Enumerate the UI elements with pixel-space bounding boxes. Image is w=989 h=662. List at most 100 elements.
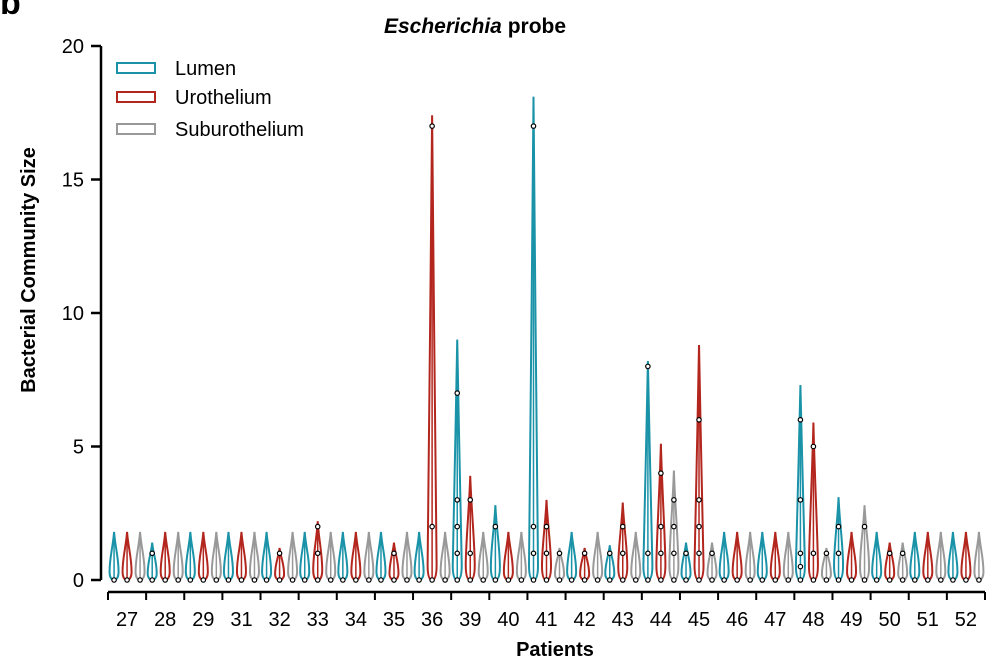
data-point xyxy=(823,550,830,557)
x-tick-label: 39 xyxy=(459,609,481,631)
data-point xyxy=(454,523,461,530)
legend-label: Lumen xyxy=(175,58,236,80)
data-point xyxy=(518,577,525,583)
data-point xyxy=(429,123,435,129)
data-point xyxy=(314,550,321,557)
x-tick-label: 40 xyxy=(497,609,519,631)
data-point xyxy=(543,577,550,583)
data-point xyxy=(530,577,537,583)
data-point xyxy=(276,550,283,557)
data-point xyxy=(721,577,727,583)
data-point xyxy=(925,577,931,583)
data-point xyxy=(429,523,435,530)
data-point xyxy=(810,577,817,583)
data-point xyxy=(353,577,359,583)
data-point xyxy=(709,577,715,583)
x-tick-label: 36 xyxy=(421,609,443,631)
data-point xyxy=(251,577,258,583)
data-point xyxy=(568,577,575,583)
data-point xyxy=(124,577,130,583)
legend-swatch xyxy=(116,62,156,74)
data-point xyxy=(886,550,893,557)
data-point xyxy=(696,577,702,583)
data-point xyxy=(899,577,906,583)
x-tick-label: 43 xyxy=(612,609,634,631)
data-point xyxy=(619,523,626,530)
data-point xyxy=(797,416,804,423)
x-tick-label: 46 xyxy=(726,609,748,631)
data-point xyxy=(810,443,817,450)
x-tick-label: 48 xyxy=(802,609,824,631)
data-point xyxy=(594,577,601,583)
y-tick-label: 0 xyxy=(73,570,84,592)
y-tick-label: 20 xyxy=(62,36,84,58)
data-point xyxy=(606,550,613,557)
data-point xyxy=(671,497,677,503)
data-point xyxy=(442,577,448,583)
data-point xyxy=(530,550,537,557)
data-point xyxy=(301,577,308,583)
x-axis-title: Patients xyxy=(516,639,594,661)
data-point xyxy=(454,577,461,583)
data-point xyxy=(149,550,155,557)
data-point xyxy=(149,577,155,583)
data-point xyxy=(543,523,550,530)
y-tick-label: 10 xyxy=(62,303,84,325)
data-point xyxy=(645,363,651,370)
data-point xyxy=(785,577,792,583)
data-point xyxy=(899,550,906,557)
legend-swatch xyxy=(116,123,156,135)
data-point xyxy=(658,470,664,477)
plot-area: 0 5 10 15 20 27 28 29 31 32 33 34 35 36 39 40 41 42 43 44 45… xyxy=(62,36,986,631)
data-point xyxy=(797,550,804,557)
data-point xyxy=(810,550,817,557)
data-point xyxy=(454,390,461,396)
data-point xyxy=(581,550,588,557)
data-point xyxy=(912,577,918,583)
data-point xyxy=(454,550,461,557)
chart-title-rest: probe xyxy=(502,15,566,38)
data-point xyxy=(950,577,956,583)
data-point xyxy=(645,550,651,557)
data-point xyxy=(404,577,410,583)
data-point xyxy=(645,577,651,583)
data-point xyxy=(671,523,677,530)
x-tick-label: 27 xyxy=(116,609,138,631)
data-point xyxy=(175,577,181,583)
data-point xyxy=(225,577,232,583)
data-point xyxy=(835,523,842,530)
data-point xyxy=(886,577,893,583)
x-tick-label: 45 xyxy=(688,609,710,631)
data-point xyxy=(467,577,474,583)
x-tick-label: 33 xyxy=(307,609,329,631)
data-point xyxy=(696,523,702,530)
x-tick-label: 47 xyxy=(764,609,786,631)
data-point xyxy=(861,577,868,583)
y-axis-title: Bacterial Community Size xyxy=(18,147,40,393)
data-point xyxy=(606,577,613,583)
data-point xyxy=(683,550,689,557)
data-point xyxy=(111,577,117,583)
data-point xyxy=(556,577,563,583)
legend-label: Suburothelium xyxy=(175,119,304,141)
data-point xyxy=(671,550,677,557)
data-point xyxy=(200,577,207,583)
data-point xyxy=(366,577,372,583)
data-point xyxy=(797,577,804,583)
x-tick-label: 42 xyxy=(574,609,596,631)
chart-title-italic: Escherichia xyxy=(384,15,502,38)
x-tick-label: 35 xyxy=(383,609,405,631)
y-tick-label: 5 xyxy=(73,437,84,459)
data-point xyxy=(759,577,766,583)
legend-swatch xyxy=(116,91,156,103)
data-point xyxy=(797,563,804,570)
data-point xyxy=(696,416,702,423)
data-point xyxy=(416,577,422,583)
data-point xyxy=(963,577,969,583)
panel-letter: b xyxy=(0,0,21,22)
data-point xyxy=(530,523,537,530)
data-point xyxy=(492,523,499,530)
data-point xyxy=(632,577,639,583)
data-point xyxy=(619,550,626,557)
data-point xyxy=(772,577,779,583)
